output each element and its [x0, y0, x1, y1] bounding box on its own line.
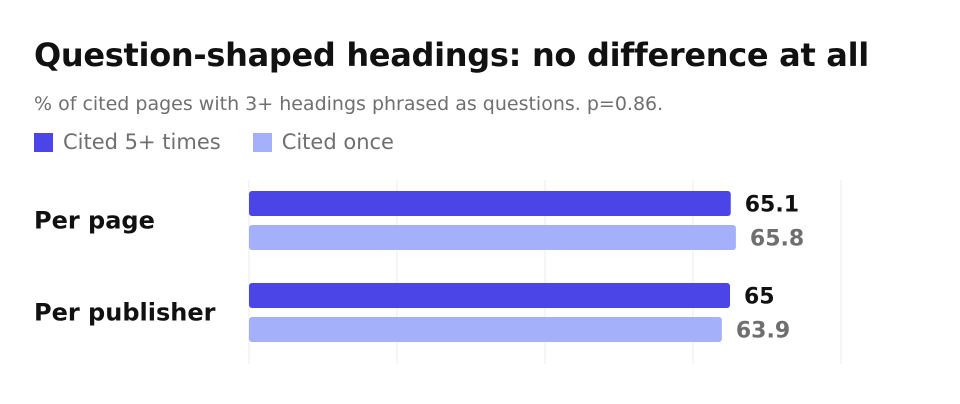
- bar-0-0: [249, 191, 731, 216]
- legend-item-cited-once: Cited once: [252, 130, 394, 154]
- chart-legend: Cited 5+ times Cited once: [34, 130, 426, 154]
- category-label-1: Per publisher: [34, 299, 216, 327]
- legend-swatch-cited-once: [252, 132, 272, 152]
- legend-label-cited-5-plus: Cited 5+ times: [63, 130, 221, 154]
- value-label-0-0: 65.1: [745, 193, 799, 218]
- legend-item-cited-5-plus: Cited 5+ times: [34, 130, 221, 154]
- chart-subtitle: % of cited pages with 3+ headings phrase…: [34, 93, 664, 115]
- category-label-0: Per page: [34, 207, 155, 235]
- value-label-1-0: 65: [744, 285, 775, 310]
- value-label-0-1: 65.8: [750, 227, 804, 252]
- bar-1-0: [249, 283, 730, 308]
- legend-swatch-cited-5-plus: [34, 132, 53, 152]
- bar-0-1: [249, 225, 736, 250]
- chart-title: Question-shaped headings: no difference …: [34, 36, 869, 74]
- value-label-1-1: 63.9: [736, 319, 790, 344]
- legend-label-cited-once: Cited once: [281, 130, 394, 154]
- bar-1-1: [249, 317, 722, 342]
